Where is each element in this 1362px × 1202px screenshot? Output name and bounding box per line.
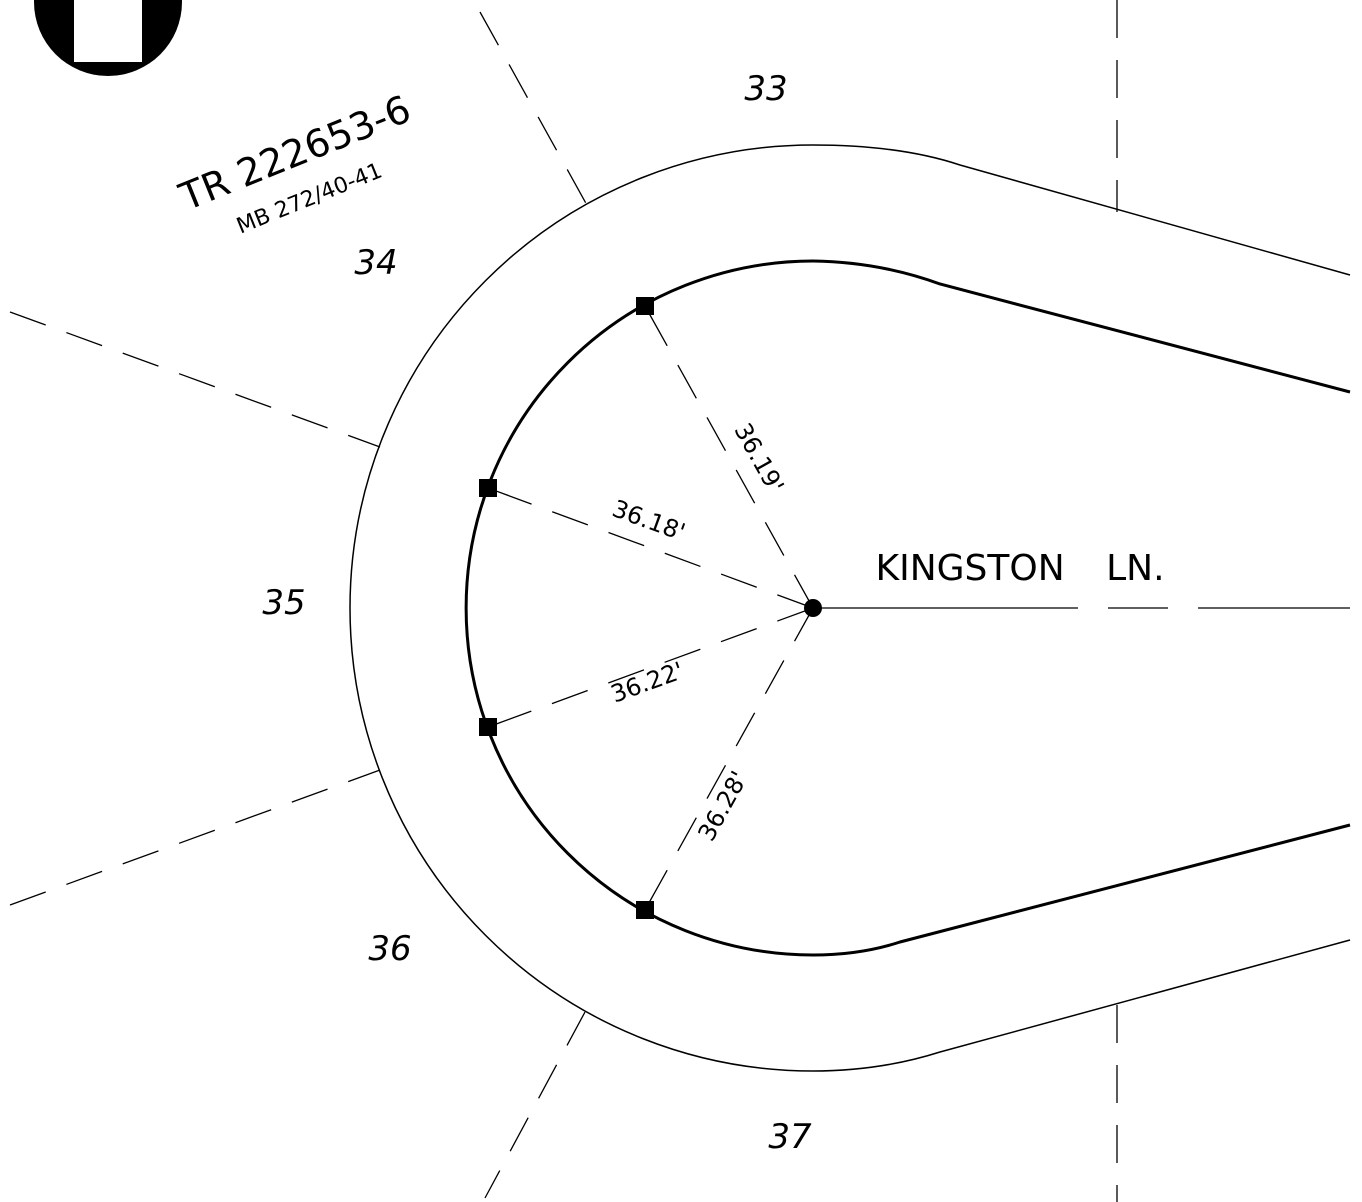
lot-number: 33 <box>744 69 787 109</box>
emblem <box>34 0 182 76</box>
radius-label: 36.18' <box>609 494 689 546</box>
radius-label: 36.22' <box>607 656 687 708</box>
lot-number: 37 <box>768 1117 812 1157</box>
radius-label: 36.28' <box>693 766 754 845</box>
inner-curb <box>464 259 1351 957</box>
points <box>479 297 822 919</box>
radius-label: 36.19' <box>728 418 789 497</box>
lot-number: 34 <box>354 243 397 283</box>
lot-number: 36 <box>368 929 411 969</box>
outer-curb <box>349 144 1351 1072</box>
street-name: KINGSTON LN. <box>875 548 1164 589</box>
lot-number: 35 <box>262 583 305 623</box>
lot-lines <box>9 0 1118 1202</box>
